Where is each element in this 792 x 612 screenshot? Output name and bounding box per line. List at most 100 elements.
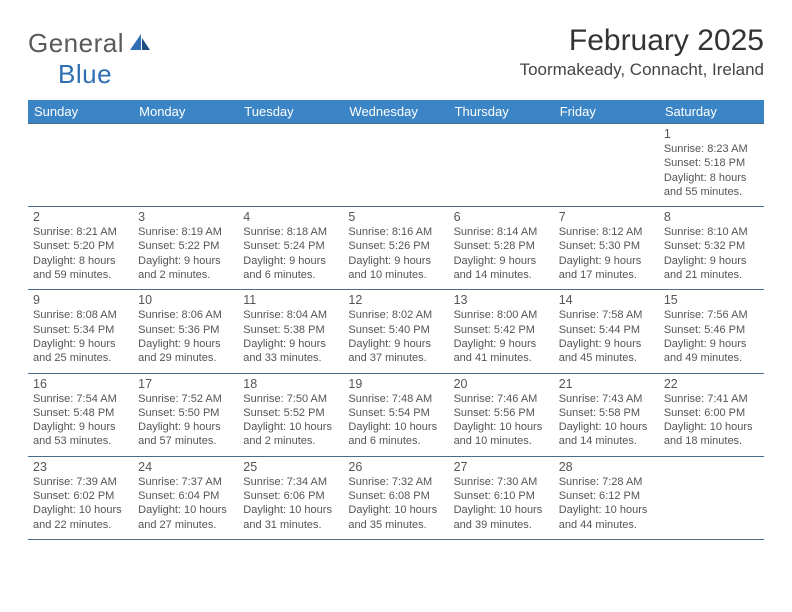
- logo-text-general: General: [28, 28, 124, 58]
- day-cell: 17Sunrise: 7:52 AMSunset: 5:50 PMDayligh…: [133, 374, 238, 456]
- sunrise-text: Sunrise: 8:02 AM: [348, 308, 443, 322]
- daylight-text: Daylight: 8 hours and 59 minutes.: [33, 254, 128, 283]
- sunrise-text: Sunrise: 7:56 AM: [664, 308, 759, 322]
- daylight-text: Daylight: 10 hours and 22 minutes.: [33, 503, 128, 532]
- day-cell: 5Sunrise: 8:16 AMSunset: 5:26 PMDaylight…: [343, 207, 448, 289]
- day-cell: 21Sunrise: 7:43 AMSunset: 5:58 PMDayligh…: [554, 374, 659, 456]
- daylight-text: Daylight: 10 hours and 2 minutes.: [243, 420, 338, 449]
- daylight-text: Daylight: 10 hours and 18 minutes.: [664, 420, 759, 449]
- day-number: 3: [138, 210, 233, 224]
- day-cell: 13Sunrise: 8:00 AMSunset: 5:42 PMDayligh…: [449, 290, 554, 372]
- day-cell: 16Sunrise: 7:54 AMSunset: 5:48 PMDayligh…: [28, 374, 133, 456]
- dow-thursday: Thursday: [449, 100, 554, 123]
- sunrise-text: Sunrise: 7:28 AM: [559, 475, 654, 489]
- header: General Blue February 2025 Toormakeady, …: [28, 24, 764, 90]
- day-number: 2: [33, 210, 128, 224]
- sunset-text: Sunset: 5:18 PM: [664, 156, 759, 170]
- daylight-text: Daylight: 9 hours and 33 minutes.: [243, 337, 338, 366]
- daylight-text: Daylight: 10 hours and 27 minutes.: [138, 503, 233, 532]
- day-cell: [659, 457, 764, 539]
- sunrise-text: Sunrise: 8:19 AM: [138, 225, 233, 239]
- day-cell: 8Sunrise: 8:10 AMSunset: 5:32 PMDaylight…: [659, 207, 764, 289]
- day-cell: 1Sunrise: 8:23 AMSunset: 5:18 PMDaylight…: [659, 124, 764, 206]
- day-cell: 14Sunrise: 7:58 AMSunset: 5:44 PMDayligh…: [554, 290, 659, 372]
- daylight-text: Daylight: 9 hours and 2 minutes.: [138, 254, 233, 283]
- dow-wednesday: Wednesday: [343, 100, 448, 123]
- day-number: 12: [348, 293, 443, 307]
- sunset-text: Sunset: 5:24 PM: [243, 239, 338, 253]
- daylight-text: Daylight: 9 hours and 6 minutes.: [243, 254, 338, 283]
- logo-sail-icon: [130, 34, 152, 57]
- daylight-text: Daylight: 10 hours and 6 minutes.: [348, 420, 443, 449]
- daylight-text: Daylight: 10 hours and 39 minutes.: [454, 503, 549, 532]
- week-row: 9Sunrise: 8:08 AMSunset: 5:34 PMDaylight…: [28, 290, 764, 373]
- week-row: 1Sunrise: 8:23 AMSunset: 5:18 PMDaylight…: [28, 123, 764, 207]
- day-number: 26: [348, 460, 443, 474]
- sunrise-text: Sunrise: 8:14 AM: [454, 225, 549, 239]
- day-number: 6: [454, 210, 549, 224]
- dow-monday: Monday: [133, 100, 238, 123]
- day-cell: 9Sunrise: 8:08 AMSunset: 5:34 PMDaylight…: [28, 290, 133, 372]
- sunrise-text: Sunrise: 8:08 AM: [33, 308, 128, 322]
- sunset-text: Sunset: 6:10 PM: [454, 489, 549, 503]
- day-number: 11: [243, 293, 338, 307]
- sunset-text: Sunset: 5:46 PM: [664, 323, 759, 337]
- sunrise-text: Sunrise: 7:52 AM: [138, 392, 233, 406]
- sunrise-text: Sunrise: 7:43 AM: [559, 392, 654, 406]
- daylight-text: Daylight: 8 hours and 55 minutes.: [664, 171, 759, 200]
- daylight-text: Daylight: 9 hours and 41 minutes.: [454, 337, 549, 366]
- day-cell: 19Sunrise: 7:48 AMSunset: 5:54 PMDayligh…: [343, 374, 448, 456]
- sunrise-text: Sunrise: 8:18 AM: [243, 225, 338, 239]
- sunset-text: Sunset: 6:08 PM: [348, 489, 443, 503]
- calendar-grid: Sunday Monday Tuesday Wednesday Thursday…: [28, 100, 764, 540]
- titles: February 2025 Toormakeady, Connacht, Ire…: [520, 24, 764, 80]
- sunrise-text: Sunrise: 7:30 AM: [454, 475, 549, 489]
- daylight-text: Daylight: 10 hours and 31 minutes.: [243, 503, 338, 532]
- daylight-text: Daylight: 9 hours and 17 minutes.: [559, 254, 654, 283]
- day-cell: 6Sunrise: 8:14 AMSunset: 5:28 PMDaylight…: [449, 207, 554, 289]
- dow-friday: Friday: [554, 100, 659, 123]
- day-cell: 25Sunrise: 7:34 AMSunset: 6:06 PMDayligh…: [238, 457, 343, 539]
- day-cell: 28Sunrise: 7:28 AMSunset: 6:12 PMDayligh…: [554, 457, 659, 539]
- sunrise-text: Sunrise: 7:39 AM: [33, 475, 128, 489]
- day-number: 15: [664, 293, 759, 307]
- daylight-text: Daylight: 9 hours and 10 minutes.: [348, 254, 443, 283]
- day-cell: 20Sunrise: 7:46 AMSunset: 5:56 PMDayligh…: [449, 374, 554, 456]
- sunset-text: Sunset: 5:48 PM: [33, 406, 128, 420]
- day-cell: 22Sunrise: 7:41 AMSunset: 6:00 PMDayligh…: [659, 374, 764, 456]
- daylight-text: Daylight: 10 hours and 14 minutes.: [559, 420, 654, 449]
- sunset-text: Sunset: 5:40 PM: [348, 323, 443, 337]
- day-cell: [28, 124, 133, 206]
- month-title: February 2025: [520, 24, 764, 58]
- daylight-text: Daylight: 9 hours and 57 minutes.: [138, 420, 233, 449]
- daylight-text: Daylight: 9 hours and 37 minutes.: [348, 337, 443, 366]
- day-number: 21: [559, 377, 654, 391]
- day-cell: [554, 124, 659, 206]
- sunset-text: Sunset: 5:32 PM: [664, 239, 759, 253]
- sunset-text: Sunset: 6:04 PM: [138, 489, 233, 503]
- day-number: 19: [348, 377, 443, 391]
- sunset-text: Sunset: 6:02 PM: [33, 489, 128, 503]
- day-number: 7: [559, 210, 654, 224]
- day-number: 4: [243, 210, 338, 224]
- day-cell: 18Sunrise: 7:50 AMSunset: 5:52 PMDayligh…: [238, 374, 343, 456]
- sunrise-text: Sunrise: 8:06 AM: [138, 308, 233, 322]
- sunrise-text: Sunrise: 7:48 AM: [348, 392, 443, 406]
- day-number: 5: [348, 210, 443, 224]
- day-cell: 10Sunrise: 8:06 AMSunset: 5:36 PMDayligh…: [133, 290, 238, 372]
- sunrise-text: Sunrise: 7:50 AM: [243, 392, 338, 406]
- sunset-text: Sunset: 6:00 PM: [664, 406, 759, 420]
- day-cell: 12Sunrise: 8:02 AMSunset: 5:40 PMDayligh…: [343, 290, 448, 372]
- day-cell: 2Sunrise: 8:21 AMSunset: 5:20 PMDaylight…: [28, 207, 133, 289]
- sunset-text: Sunset: 5:44 PM: [559, 323, 654, 337]
- sunset-text: Sunset: 5:54 PM: [348, 406, 443, 420]
- day-cell: 27Sunrise: 7:30 AMSunset: 6:10 PMDayligh…: [449, 457, 554, 539]
- sunrise-text: Sunrise: 7:58 AM: [559, 308, 654, 322]
- day-number: 17: [138, 377, 233, 391]
- sunrise-text: Sunrise: 7:41 AM: [664, 392, 759, 406]
- day-cell: 15Sunrise: 7:56 AMSunset: 5:46 PMDayligh…: [659, 290, 764, 372]
- daylight-text: Daylight: 9 hours and 53 minutes.: [33, 420, 128, 449]
- sunrise-text: Sunrise: 7:37 AM: [138, 475, 233, 489]
- week-row: 23Sunrise: 7:39 AMSunset: 6:02 PMDayligh…: [28, 457, 764, 540]
- sunrise-text: Sunrise: 8:16 AM: [348, 225, 443, 239]
